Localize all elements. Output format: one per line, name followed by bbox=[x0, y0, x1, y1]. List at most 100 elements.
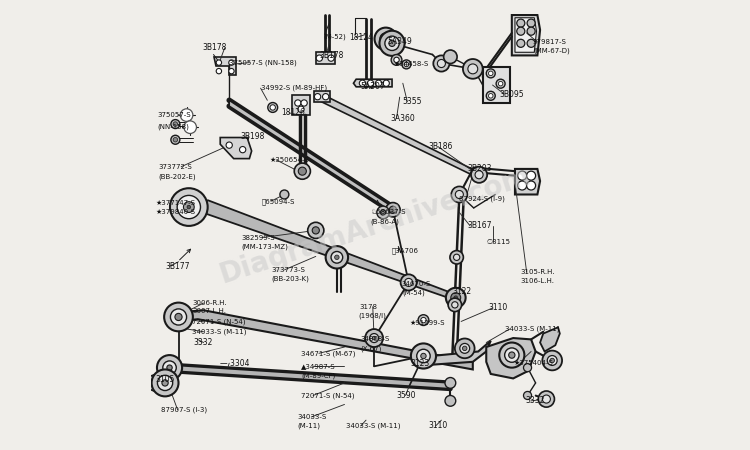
Circle shape bbox=[175, 313, 182, 320]
Polygon shape bbox=[515, 169, 540, 194]
Circle shape bbox=[380, 33, 392, 45]
Circle shape bbox=[488, 94, 493, 98]
Text: (M-89-CF): (M-89-CF) bbox=[301, 372, 335, 378]
Text: 3007-L.H.: 3007-L.H. bbox=[192, 308, 226, 314]
Text: 3B095: 3B095 bbox=[500, 90, 524, 99]
Polygon shape bbox=[428, 341, 490, 365]
Text: 382599-S: 382599-S bbox=[242, 234, 275, 241]
Circle shape bbox=[517, 19, 525, 27]
Circle shape bbox=[376, 80, 382, 86]
PathPatch shape bbox=[177, 310, 472, 369]
Circle shape bbox=[376, 206, 389, 219]
Circle shape bbox=[370, 333, 379, 342]
Circle shape bbox=[404, 62, 409, 67]
Circle shape bbox=[389, 40, 395, 46]
Circle shape bbox=[383, 36, 388, 41]
Circle shape bbox=[372, 336, 376, 340]
Text: (BB-202-E): (BB-202-E) bbox=[159, 173, 196, 180]
Text: 373772-S: 373772-S bbox=[159, 164, 193, 170]
Circle shape bbox=[500, 342, 524, 368]
Circle shape bbox=[268, 103, 278, 112]
Circle shape bbox=[486, 91, 495, 100]
Polygon shape bbox=[540, 327, 560, 351]
Circle shape bbox=[550, 358, 554, 363]
Circle shape bbox=[421, 317, 426, 323]
Circle shape bbox=[184, 202, 194, 212]
Circle shape bbox=[368, 80, 374, 86]
Text: ⁥65094-S: ⁥65094-S bbox=[262, 198, 296, 205]
Text: 375057-S: 375057-S bbox=[158, 112, 191, 118]
Text: (1968/l): (1968/l) bbox=[358, 312, 386, 319]
Polygon shape bbox=[483, 67, 509, 103]
Text: 3123: 3123 bbox=[410, 359, 429, 368]
Circle shape bbox=[542, 351, 562, 370]
Text: 34033-S (M-11): 34033-S (M-11) bbox=[192, 328, 247, 335]
Text: (BB-203-K): (BB-203-K) bbox=[271, 275, 309, 282]
Circle shape bbox=[158, 375, 172, 391]
Text: 3B178: 3B178 bbox=[319, 51, 344, 60]
Polygon shape bbox=[486, 338, 536, 378]
Circle shape bbox=[471, 166, 488, 183]
Circle shape bbox=[454, 296, 458, 299]
Text: 3332: 3332 bbox=[194, 338, 213, 347]
Circle shape bbox=[229, 68, 234, 74]
Text: 3006-R.H.: 3006-R.H. bbox=[192, 300, 226, 306]
Bar bbox=[316, 52, 334, 64]
Circle shape bbox=[538, 391, 554, 407]
Text: 3B203: 3B203 bbox=[467, 164, 491, 173]
Text: 18124: 18124 bbox=[349, 33, 373, 42]
Circle shape bbox=[389, 206, 397, 213]
Circle shape bbox=[526, 171, 536, 180]
Text: (X-67): (X-67) bbox=[361, 345, 382, 351]
Circle shape bbox=[526, 181, 536, 190]
Text: 34033-S: 34033-S bbox=[298, 414, 327, 420]
Circle shape bbox=[486, 69, 495, 78]
Circle shape bbox=[322, 94, 328, 100]
Circle shape bbox=[505, 348, 519, 362]
Circle shape bbox=[301, 100, 307, 106]
PathPatch shape bbox=[170, 365, 450, 389]
Circle shape bbox=[298, 167, 306, 175]
Text: 34033-S (M-11): 34033-S (M-11) bbox=[505, 326, 560, 333]
Circle shape bbox=[402, 60, 411, 69]
Circle shape bbox=[226, 142, 232, 148]
Circle shape bbox=[475, 171, 483, 179]
Circle shape bbox=[166, 365, 172, 370]
Text: 3122: 3122 bbox=[452, 287, 471, 296]
Text: ★375404-S: ★375404-S bbox=[513, 360, 553, 366]
Text: ★377147-S: ★377147-S bbox=[155, 200, 195, 207]
Text: (M-52): (M-52) bbox=[323, 33, 346, 40]
Circle shape bbox=[239, 147, 246, 153]
Circle shape bbox=[180, 109, 193, 122]
Circle shape bbox=[527, 27, 536, 35]
Circle shape bbox=[542, 395, 550, 403]
Circle shape bbox=[418, 315, 429, 325]
Circle shape bbox=[177, 195, 200, 219]
Circle shape bbox=[548, 356, 557, 365]
Text: ★350654-S: ★350654-S bbox=[269, 157, 309, 163]
Text: 3332: 3332 bbox=[525, 396, 544, 405]
Circle shape bbox=[162, 380, 168, 386]
Circle shape bbox=[385, 36, 399, 50]
Circle shape bbox=[359, 80, 365, 86]
Polygon shape bbox=[512, 15, 540, 55]
Circle shape bbox=[488, 71, 493, 76]
Circle shape bbox=[386, 202, 400, 217]
Circle shape bbox=[157, 355, 182, 380]
Circle shape bbox=[270, 105, 275, 110]
Circle shape bbox=[454, 338, 475, 358]
Circle shape bbox=[380, 210, 386, 215]
Circle shape bbox=[216, 68, 221, 74]
Text: 3110: 3110 bbox=[428, 422, 447, 431]
Text: 34671-S (M-67): 34671-S (M-67) bbox=[301, 350, 355, 356]
Circle shape bbox=[164, 302, 193, 331]
Circle shape bbox=[446, 288, 466, 307]
Circle shape bbox=[450, 251, 464, 264]
Circle shape bbox=[445, 378, 456, 388]
Circle shape bbox=[518, 171, 526, 180]
Polygon shape bbox=[220, 138, 252, 158]
Circle shape bbox=[524, 392, 532, 400]
Text: 375057-S (NN-158): 375057-S (NN-158) bbox=[230, 59, 297, 66]
Text: 5A307: 5A307 bbox=[361, 82, 386, 91]
Polygon shape bbox=[353, 79, 392, 87]
